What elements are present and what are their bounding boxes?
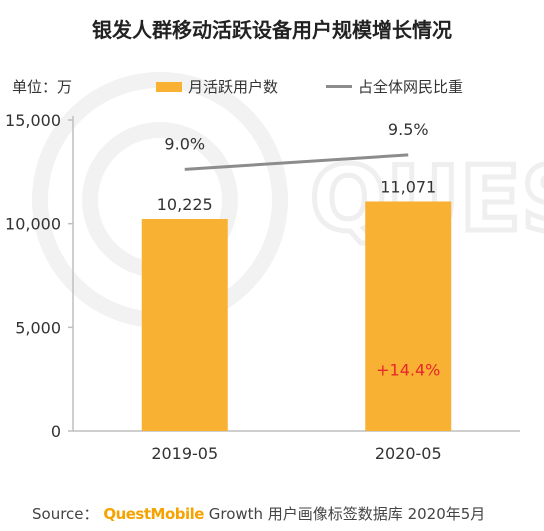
legend-item-line: 占全体网民比重: [326, 76, 463, 97]
source-prefix: Source：: [32, 505, 99, 523]
legend-item-bar: 月活跃用户数: [156, 76, 278, 97]
y-tick-label: 5,000: [15, 318, 61, 337]
bar: [365, 201, 452, 431]
growth-label: +14.4%: [376, 360, 440, 379]
x-tick-label: 2020-05: [375, 444, 442, 463]
line-value-label: 9.5%: [388, 120, 429, 139]
legend-line-swatch: [326, 85, 352, 88]
bar-value-label: 11,071: [380, 177, 436, 196]
legend-bar-swatch: [156, 81, 182, 92]
bar: [141, 219, 228, 431]
share-line: [184, 153, 409, 171]
source-text: Growth 用户画像标签数据库 2020年5月: [208, 505, 486, 523]
legend-bar-label: 月活跃用户数: [188, 78, 279, 96]
chart-title: 银发人群移动活跃设备用户规模增长情况: [92, 18, 452, 42]
y-tick-label: 0: [51, 422, 61, 441]
source-note: Source： QuestMobile Growth 用户画像标签数据库 202…: [32, 503, 485, 524]
x-tick-label: 2019-05: [151, 444, 218, 463]
source-brand: QuestMobile: [103, 505, 204, 523]
unit-label: 单位：万: [12, 78, 73, 96]
legend-line-label: 占全体网民比重: [358, 78, 464, 96]
y-tick-label: 15,000: [5, 111, 61, 130]
y-tick-label: 10,000: [5, 215, 61, 234]
line-value-label: 9.0%: [164, 134, 205, 153]
bar-value-label: 10,225: [157, 195, 213, 214]
